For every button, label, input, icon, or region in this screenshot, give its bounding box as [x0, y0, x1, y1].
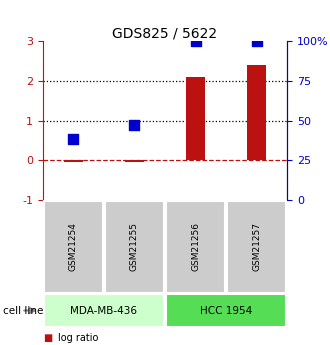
- Bar: [186, 77, 205, 160]
- Bar: [248, 65, 266, 160]
- Point: [254, 39, 259, 44]
- Text: cell line: cell line: [3, 306, 44, 315]
- Point: [132, 122, 137, 127]
- Bar: [125, 160, 144, 162]
- Point: [193, 39, 198, 44]
- Text: MDA-MB-436: MDA-MB-436: [70, 306, 138, 315]
- Title: GDS825 / 5622: GDS825 / 5622: [113, 26, 217, 40]
- Text: log ratio: log ratio: [58, 333, 98, 343]
- Text: GSM21255: GSM21255: [130, 222, 139, 271]
- Text: GSM21257: GSM21257: [252, 222, 261, 271]
- Point: [71, 136, 76, 141]
- Text: ■: ■: [43, 333, 52, 343]
- Bar: [64, 160, 82, 162]
- Text: GSM21254: GSM21254: [69, 222, 78, 271]
- Text: GSM21256: GSM21256: [191, 222, 200, 271]
- Text: HCC 1954: HCC 1954: [200, 306, 252, 315]
